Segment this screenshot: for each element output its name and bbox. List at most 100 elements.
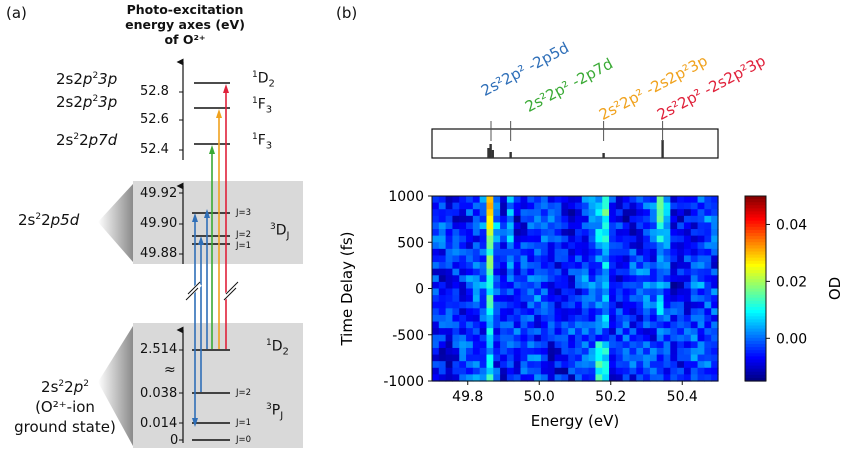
heatmap-cell — [595, 301, 603, 309]
heatmap-cell — [581, 222, 590, 230]
heatmap-cell — [547, 196, 556, 204]
heatmap-cell — [472, 361, 481, 369]
heatmap-cell — [581, 196, 590, 204]
heatmap-cell — [663, 301, 671, 309]
heatmap-cell — [595, 354, 603, 362]
heatmap-cell — [432, 308, 440, 316]
heatmap-cell — [622, 308, 631, 316]
heatmap-cell — [513, 361, 522, 369]
heatmap-cell — [527, 222, 535, 230]
heatmap-cell — [656, 268, 665, 276]
heatmap-cell — [615, 222, 624, 230]
heatmap-cell — [636, 242, 644, 250]
heatmap-cell — [493, 268, 501, 276]
heatmap-cell — [677, 281, 685, 290]
heatmap-cell — [704, 295, 712, 303]
heatmap-cell — [527, 235, 535, 243]
heatmap-cell — [602, 262, 610, 270]
heatmap-cell — [432, 209, 440, 217]
colorbar-segment — [745, 303, 766, 308]
heatmap-cell — [452, 202, 460, 210]
heatmap-cell — [513, 295, 522, 303]
heatmap-cell — [711, 341, 719, 349]
heatmap-cell — [581, 288, 590, 296]
heatmap-cell — [561, 262, 569, 270]
heatmap-cell — [581, 255, 590, 263]
heatmap-cell — [711, 229, 719, 237]
colorbar-segment — [745, 260, 766, 265]
heatmap-cell — [649, 321, 658, 329]
heatmap-cell — [581, 215, 590, 224]
heatmap-cell — [438, 334, 447, 342]
heatmap-cell — [636, 321, 644, 329]
heatmap-cell — [697, 229, 705, 237]
heatmap-cell — [568, 268, 576, 276]
heatmap-cell — [595, 341, 603, 349]
heatmap-cell — [445, 295, 454, 303]
heatmap-cell — [466, 288, 474, 296]
heatmap-cell — [561, 235, 569, 243]
heatmap-cell — [602, 374, 610, 382]
heatmap-cell — [527, 301, 535, 309]
heatmap-cell — [554, 341, 562, 349]
heatmap-cell — [656, 202, 665, 210]
heatmap-cell — [486, 255, 494, 263]
heatmap-cell — [649, 341, 658, 349]
heatmap-cell — [452, 242, 460, 250]
heatmap-cell — [581, 308, 590, 316]
heatmap-cell — [670, 295, 678, 303]
heatmap-cell — [554, 222, 562, 230]
heatmap-cell — [513, 281, 522, 290]
heatmap-cell — [479, 367, 488, 375]
heatmap-cell — [670, 361, 678, 369]
colorbar-segment — [745, 350, 766, 354]
heatmap-cell — [561, 209, 569, 217]
heatmap-cell — [479, 334, 488, 342]
panel-b-label: (b) — [336, 4, 358, 22]
heatmap-cell — [445, 209, 454, 217]
heatmap-cell — [568, 308, 576, 316]
heatmap-cell — [649, 222, 658, 230]
heatmap-cell — [711, 202, 719, 210]
heatmap-cell — [520, 354, 528, 362]
heatmap-cell — [466, 242, 474, 250]
heatmap-cell — [609, 288, 617, 296]
heatmap-cell — [602, 215, 610, 224]
heatmap-cell — [629, 367, 637, 375]
heatmap-cell — [615, 347, 624, 356]
heatmap-cell — [527, 281, 535, 290]
heatmap-cell — [649, 255, 658, 263]
heatmap-cell — [445, 308, 454, 316]
heatmap-cell — [663, 334, 671, 342]
heatmap-cell — [568, 229, 576, 237]
heatmap-cell — [445, 229, 454, 237]
colorbar-segment — [745, 282, 766, 287]
heatmap-cell — [500, 268, 508, 276]
heatmap-cell — [588, 354, 597, 362]
heatmap-cell — [643, 255, 651, 263]
heatmap-cell — [500, 361, 508, 369]
heatmap-cell — [534, 288, 542, 296]
heatmap-cell — [656, 374, 665, 382]
heatmap-cell — [459, 321, 467, 329]
heatmap-cell — [554, 301, 562, 309]
heatmap-cell — [445, 196, 454, 204]
heatmap-cell — [466, 321, 474, 329]
heatmap-cell — [547, 354, 556, 362]
tick-0-014: 0.014 — [140, 416, 178, 431]
heatmap-cell — [649, 367, 658, 375]
heatmap-cell — [472, 255, 481, 263]
heatmap-cell — [506, 275, 515, 283]
heatmap-cell — [479, 222, 488, 230]
axis-title-line-3: of O²⁺ — [164, 32, 206, 47]
heatmap-cell — [677, 262, 685, 270]
heatmap-cell — [575, 361, 583, 369]
heatmap-cell — [547, 328, 556, 336]
y-tick-label: 1000 — [388, 189, 424, 205]
heatmap-cell — [602, 288, 610, 296]
heatmap-cell — [588, 215, 597, 224]
heatmap-cell — [568, 242, 576, 250]
heatmap-cell — [595, 255, 603, 263]
heatmap-cell — [513, 248, 522, 257]
heatmap-cell — [697, 367, 705, 375]
